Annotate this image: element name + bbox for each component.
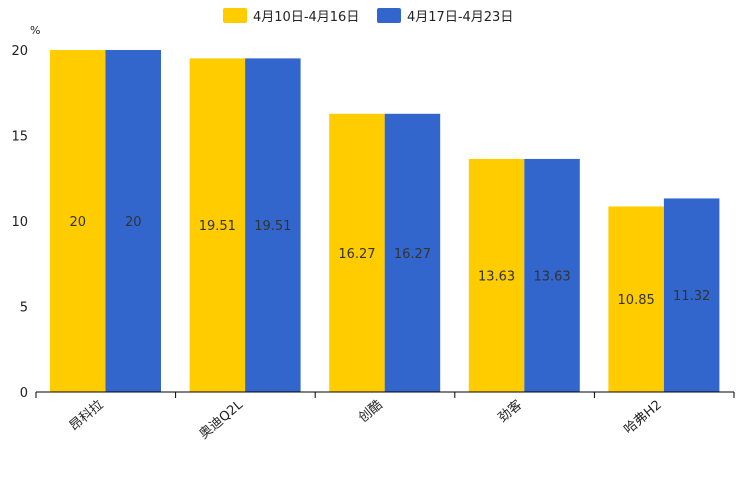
bars [50, 50, 720, 393]
bar-value-label: 16.27 [394, 247, 431, 262]
y-axis-unit-label: % [30, 24, 40, 37]
x-tick-label: 创酷 [356, 398, 386, 426]
bar-value-label: 20 [125, 215, 142, 230]
bar-value-label: 13.63 [478, 269, 515, 284]
y-tick-label: 0 [20, 386, 28, 401]
bar-series-2 [245, 58, 301, 393]
bar-series-1 [468, 158, 525, 392]
x-tick-label: 昂科拉 [67, 398, 107, 435]
bar-series-1 [50, 50, 106, 392]
bar-value-label: 10.85 [618, 293, 655, 308]
x-tick-label: 劲客 [495, 397, 525, 426]
y-tick-label: 20 [11, 44, 28, 59]
bar-series-2 [524, 158, 580, 392]
bar-series-1 [189, 58, 246, 393]
bar-value-label: 16.27 [338, 247, 375, 262]
x-axis-ticks: 昂科拉 奥迪Q2L 创酷 劲客 哈弗H2 [35, 392, 735, 442]
bar-value-label: 11.32 [673, 289, 710, 304]
y-tick-label: 15 [11, 130, 28, 145]
bar-series-1 [608, 206, 664, 392]
bar-value-label: 19.51 [199, 219, 236, 234]
bar-series-2 [105, 50, 161, 392]
x-tick-label: 奥迪Q2L [197, 397, 247, 442]
legend-swatch-series-2 [377, 8, 401, 23]
bar-value-label: 13.63 [533, 269, 570, 284]
bar-series-2 [663, 198, 720, 392]
bar-series-2 [384, 113, 441, 393]
y-tick-label: 5 [20, 301, 28, 316]
x-tick-label: 哈弗H2 [621, 398, 664, 438]
y-tick-label: 10 [11, 215, 28, 230]
y-axis-ticks: 0 5 10 15 20 [11, 44, 28, 401]
legend: 4月10日-4月16日 4月17日-4月23日 [223, 8, 513, 25]
legend-swatch-series-1 [223, 8, 247, 23]
bar-series-1 [329, 113, 385, 393]
bar-value-label: 20 [69, 215, 86, 230]
bar-value-label: 19.51 [254, 219, 291, 234]
legend-label-series-1: 4月10日-4月16日 [253, 10, 359, 25]
bar-value-labels: 20 20 19.51 19.51 16.27 16.27 13.63 13.63 10.85 1… [69, 215, 710, 308]
legend-label-series-2: 4月17日-4月23日 [407, 10, 513, 25]
